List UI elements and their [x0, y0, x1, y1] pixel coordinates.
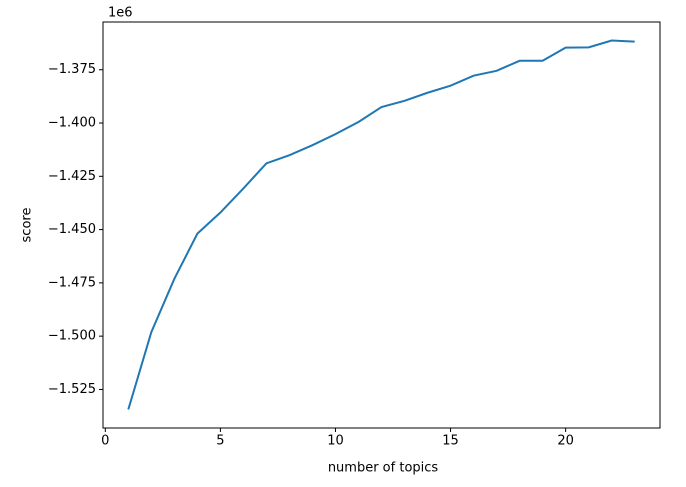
y-tick-label: −1.425 [48, 169, 96, 184]
x-tick-label: 20 [557, 434, 574, 449]
y-axis-label: score [20, 208, 35, 243]
y-tick-label: −1.400 [48, 116, 96, 131]
line-series [127, 39, 635, 410]
x-tick-label: 15 [442, 434, 459, 449]
x-tick-label: 0 [101, 434, 109, 449]
x-axis-label: number of topics [328, 461, 439, 476]
y-tick-label: −1.500 [48, 329, 96, 344]
y-offset-text: 1e6 [108, 6, 133, 21]
y-tick-label: −1.450 [48, 222, 96, 237]
x-tick-label: 10 [327, 434, 344, 449]
y-tick-label: −1.475 [48, 275, 96, 290]
y-tick-label: −1.525 [48, 382, 96, 397]
y-tick-label: −1.375 [48, 62, 96, 77]
x-tick-label: 5 [216, 434, 224, 449]
plot-frame [102, 21, 661, 429]
